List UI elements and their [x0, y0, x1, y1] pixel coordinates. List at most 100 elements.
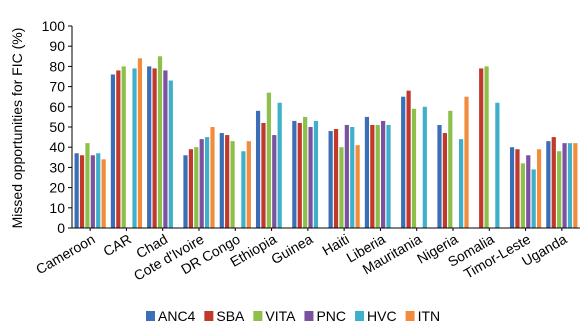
bar-itn — [246, 141, 251, 228]
y-tick-label: 70 — [49, 79, 65, 95]
legend-label-vita: VITA — [265, 308, 296, 324]
bar-vita — [411, 108, 417, 228]
bar-hvc — [132, 68, 137, 228]
y-tick-label: 50 — [49, 119, 65, 135]
bar-vita — [484, 66, 489, 229]
bar-itn — [210, 127, 215, 228]
y-tick-label: 20 — [49, 180, 65, 196]
bar-sba — [479, 68, 484, 228]
bar-pnc — [381, 120, 386, 228]
bar-vita — [557, 151, 562, 228]
bar-sba — [406, 90, 411, 228]
bar-anc4 — [328, 131, 333, 228]
legend-label-hvc: HVC — [367, 308, 397, 324]
bar-pnc — [199, 139, 204, 228]
bar-hvc — [567, 143, 573, 228]
bar-anc4 — [183, 155, 188, 228]
legend-swatch-anc4 — [146, 311, 155, 321]
bar-pnc — [308, 127, 313, 228]
bar-hvc — [531, 169, 536, 228]
bar-pnc — [562, 143, 567, 228]
legend-swatch-itn — [405, 311, 415, 321]
bar-pnc — [90, 155, 95, 228]
legend-label-itn: ITN — [418, 308, 441, 324]
bar-vita — [85, 143, 90, 228]
legend-label-sba: SBA — [216, 308, 245, 324]
bar-sba — [551, 137, 556, 228]
category-label: Cameroon — [33, 231, 98, 278]
bar-sba — [515, 149, 520, 228]
bar-hvc — [495, 102, 500, 228]
bar-sba — [225, 135, 230, 228]
bar-itn — [137, 58, 143, 228]
bar-sba — [261, 122, 266, 228]
bar-itn — [101, 159, 106, 228]
y-tick-label: 40 — [49, 139, 65, 155]
bar-vita — [303, 116, 308, 228]
bar-vita — [375, 124, 380, 228]
bar-anc4 — [74, 153, 79, 228]
bar-sba — [79, 155, 85, 228]
bar-hvc — [205, 137, 210, 228]
bar-itn — [573, 143, 578, 228]
bar-anc4 — [437, 124, 442, 228]
y-tick-label: 10 — [49, 200, 65, 216]
bar-pnc — [163, 70, 168, 228]
bar-hvc — [96, 153, 101, 228]
bar-vita — [266, 92, 271, 228]
category-label: Guinea — [268, 231, 315, 268]
y-tick-label: 60 — [49, 99, 65, 115]
category-label: CAR — [100, 231, 134, 260]
bar-pnc — [272, 135, 277, 228]
bar-hvc — [422, 106, 427, 228]
legend-swatch-vita — [253, 311, 263, 321]
bar-sba — [442, 133, 447, 228]
y-tick-label: 80 — [49, 58, 65, 74]
bar-vita — [520, 163, 525, 228]
bar-pnc — [344, 124, 349, 228]
y-axis-title: Missed opportunities for FIC (%) — [9, 28, 25, 229]
legend-swatch-pnc — [304, 311, 314, 321]
bar-vita — [230, 141, 235, 228]
bars — [74, 56, 578, 229]
legend: ANC4 SBA VITA PNC HVC ITN — [146, 308, 440, 324]
bar-anc4 — [546, 141, 551, 228]
bar-anc4 — [509, 147, 515, 228]
bar-pnc — [526, 155, 531, 228]
bar-anc4 — [292, 120, 297, 228]
legend-swatch-hvc — [355, 311, 365, 321]
bar-vita — [448, 110, 453, 228]
bar-anc4 — [110, 74, 116, 228]
bar-vita — [339, 147, 344, 228]
bar-itn — [464, 96, 469, 228]
y-tick-label: 0 — [57, 220, 65, 236]
bar-anc4 — [401, 96, 406, 228]
legend-label-anc4: ANC4 — [158, 308, 196, 324]
bar-anc4 — [255, 110, 261, 228]
bar-itn — [536, 149, 542, 228]
bar-hvc — [350, 127, 355, 228]
bar-sba — [370, 124, 375, 228]
bar-sba — [152, 68, 157, 228]
bar-anc4 — [219, 133, 224, 228]
bar-anc4 — [364, 116, 370, 228]
bar-vita — [121, 66, 126, 229]
bar-hvc — [313, 120, 319, 228]
bar-vita — [157, 56, 163, 228]
bar-hvc — [459, 139, 464, 228]
bar-hvc — [241, 151, 246, 228]
bar-sba — [116, 70, 121, 228]
y-tick-label: 30 — [49, 159, 65, 175]
bar-sba — [188, 149, 193, 228]
bar-sba — [333, 129, 339, 228]
bar-hvc — [168, 80, 173, 228]
y-tick-label: 100 — [42, 18, 66, 34]
bar-hvc — [277, 102, 282, 228]
legend-swatch-sba — [204, 311, 214, 321]
bar-hvc — [386, 124, 391, 228]
bar-itn — [355, 145, 360, 228]
bar-vita — [194, 147, 199, 228]
y-axis: 0 10 20 30 40 50 60 70 80 90 100 — [42, 18, 73, 236]
